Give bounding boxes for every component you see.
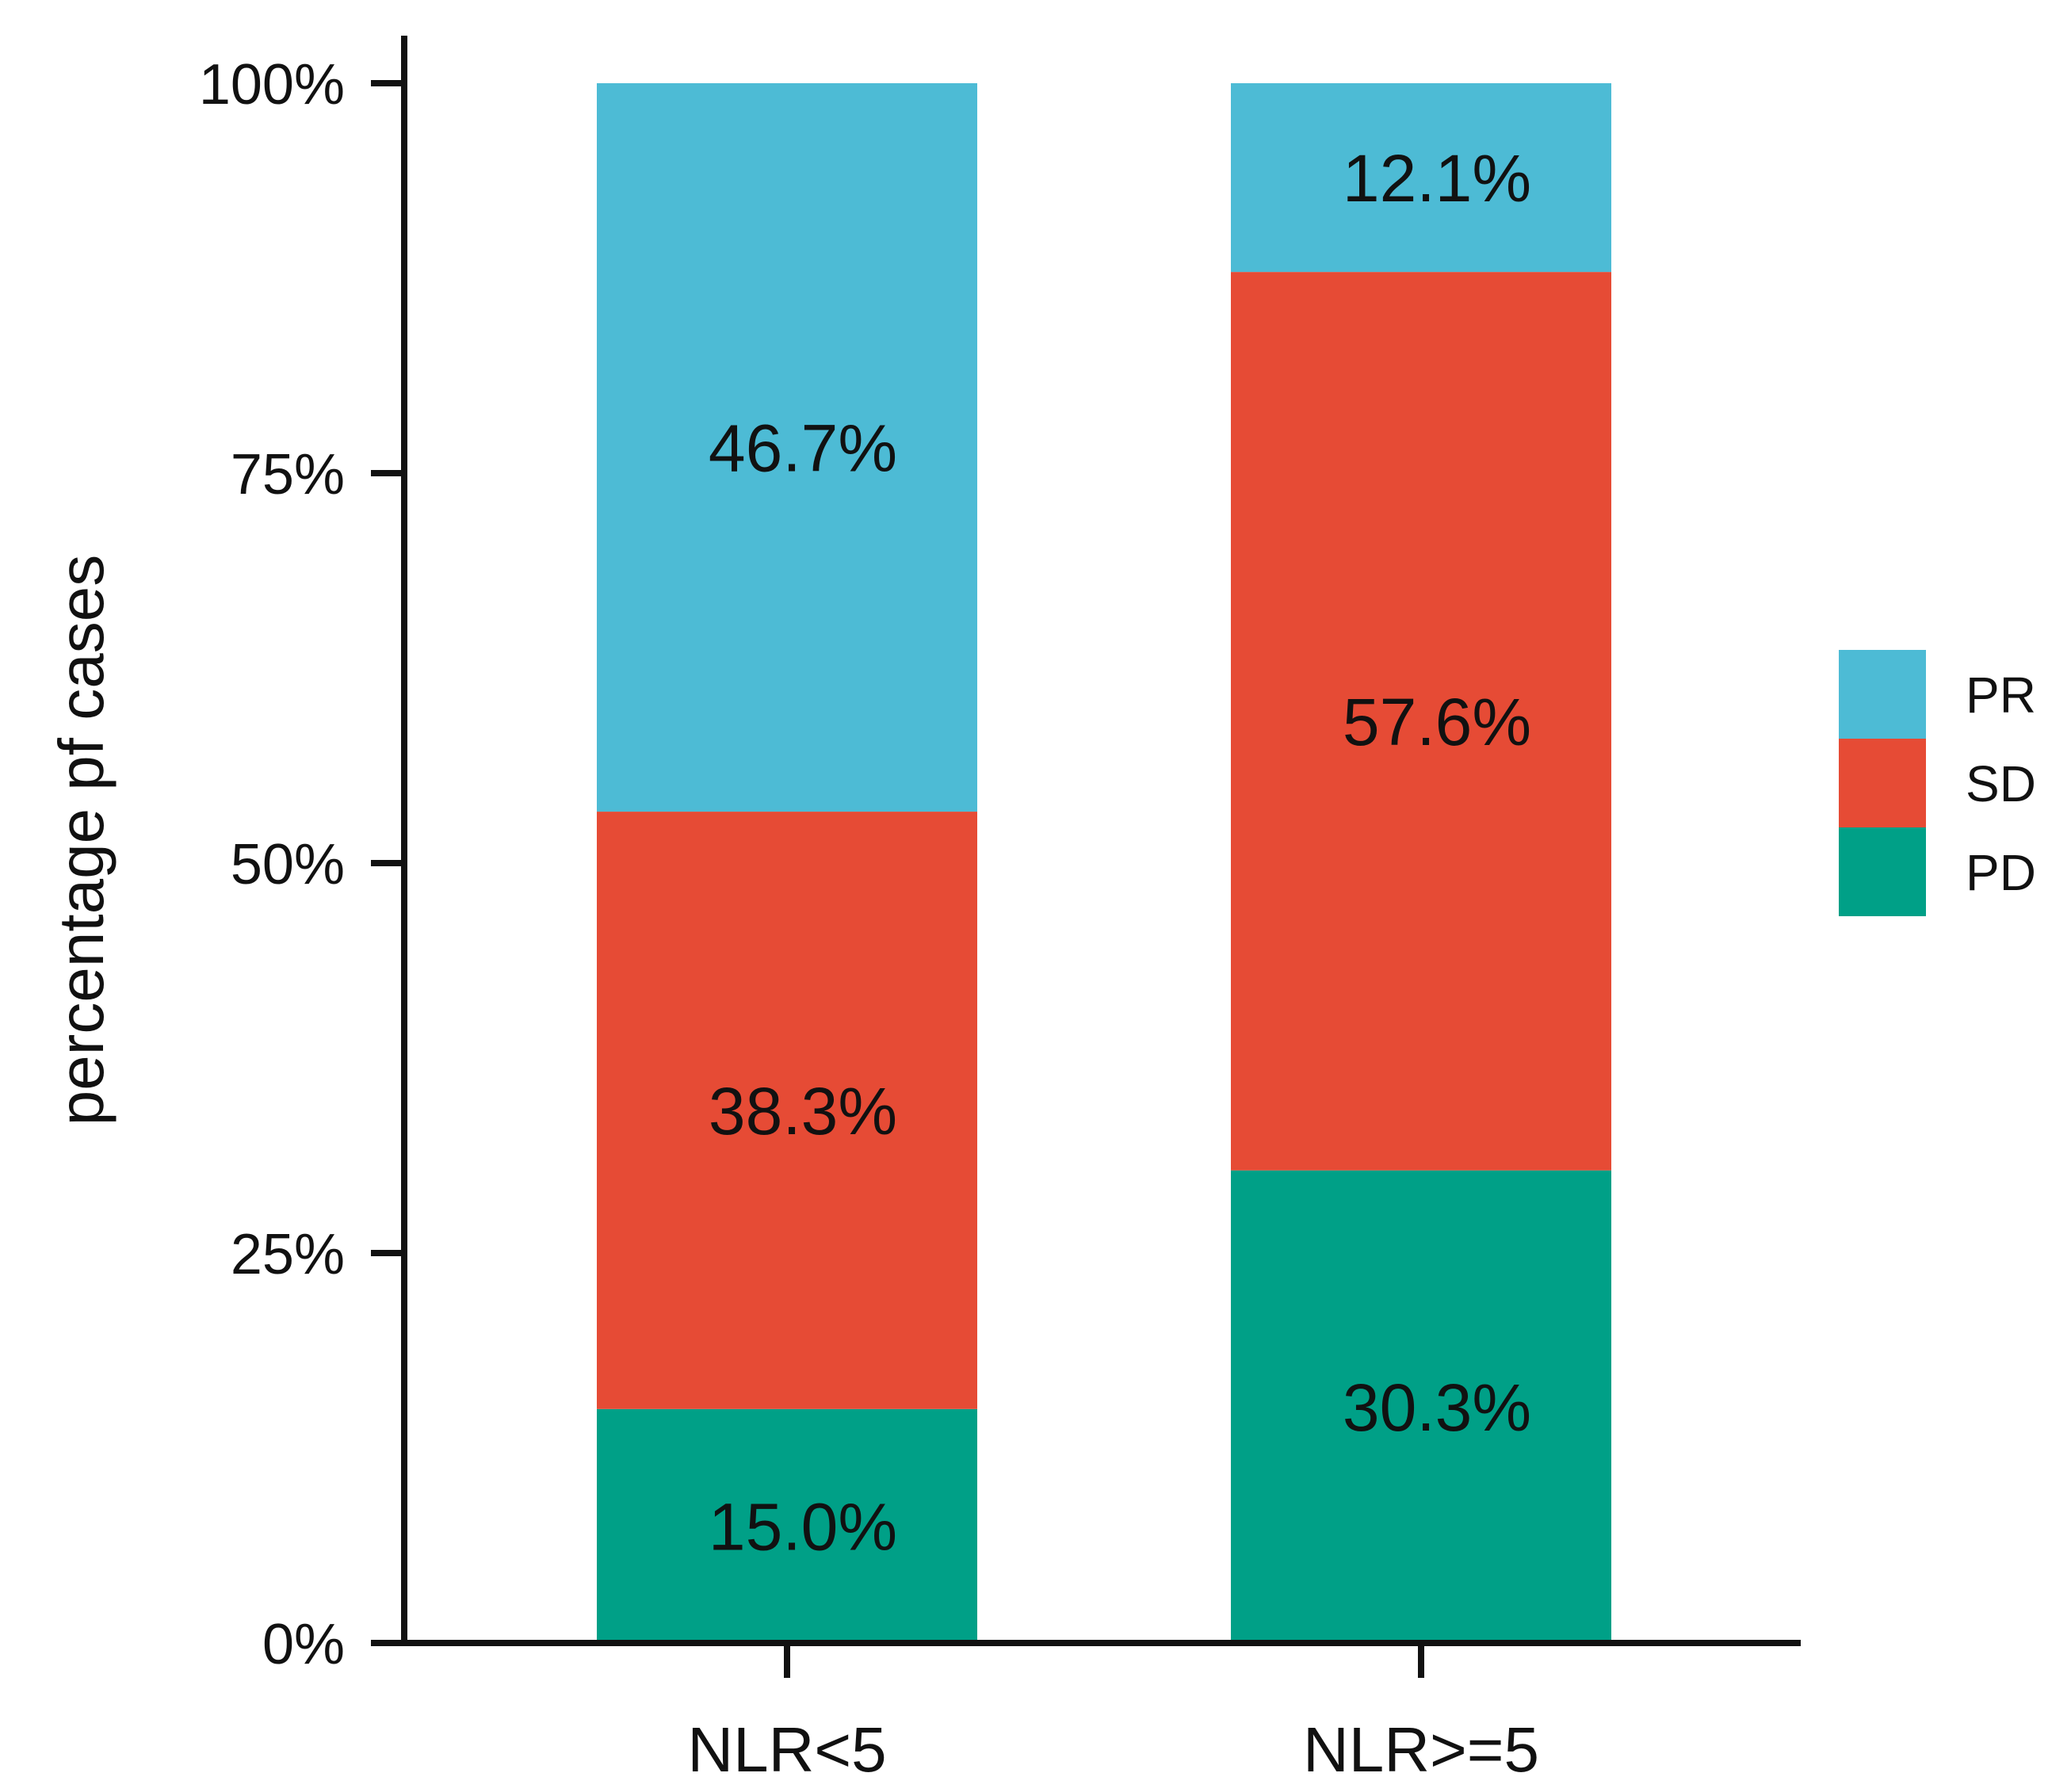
bar-segment-pd-1 (1231, 1170, 1611, 1643)
bar-segment-pd-0 (597, 1408, 977, 1643)
segment-label-pr-0: 46.7% (709, 411, 897, 486)
y-tick-label: 75% (231, 443, 345, 506)
y-tick-label: 25% (231, 1223, 345, 1286)
y-tick-label: 0% (262, 1613, 345, 1676)
y-tick-label: 100% (199, 53, 345, 117)
axes-group (401, 36, 1801, 1646)
segment-label-sd-0: 38.3% (709, 1074, 897, 1148)
legend-swatch-pr (1839, 650, 1926, 739)
bar-segment-pr-0 (597, 83, 977, 812)
legend-swatch-pd (1839, 827, 1926, 916)
segment-labels-group: 15.0% 38.3% 46.7% 30.3% 57.6% 12.1% (709, 141, 1531, 1564)
legend-swatch-sd (1839, 739, 1926, 827)
legend-label-pr: PR (1966, 667, 2036, 724)
segment-label-sd-1: 57.6% (1343, 685, 1531, 759)
x-tick-label: NLR>=5 (1303, 1714, 1539, 1785)
bar-segment-sd-0 (597, 812, 977, 1409)
x-ticks-group: NLR<5 NLR>=5 (687, 1643, 1539, 1785)
bars-group (597, 83, 1611, 1643)
bar-segment-pr-1 (1231, 83, 1611, 273)
bar-segment-sd-1 (1231, 272, 1611, 1171)
y-axis-title: percentage pf cases (46, 555, 117, 1125)
y-tick-label: 50% (231, 833, 345, 896)
y-ticks-group: 0% 25% 50% 75% 100% (199, 53, 404, 1676)
legend-label-pd: PD (1966, 844, 2036, 901)
legend-label-sd: SD (1966, 755, 2036, 812)
segment-label-pd-1: 30.3% (1343, 1370, 1531, 1445)
legend: PR SD PD (1839, 650, 2036, 916)
segment-label-pr-1: 12.1% (1343, 141, 1531, 216)
x-tick-label: NLR<5 (687, 1714, 886, 1785)
segment-label-pd-0: 15.0% (709, 1489, 897, 1564)
